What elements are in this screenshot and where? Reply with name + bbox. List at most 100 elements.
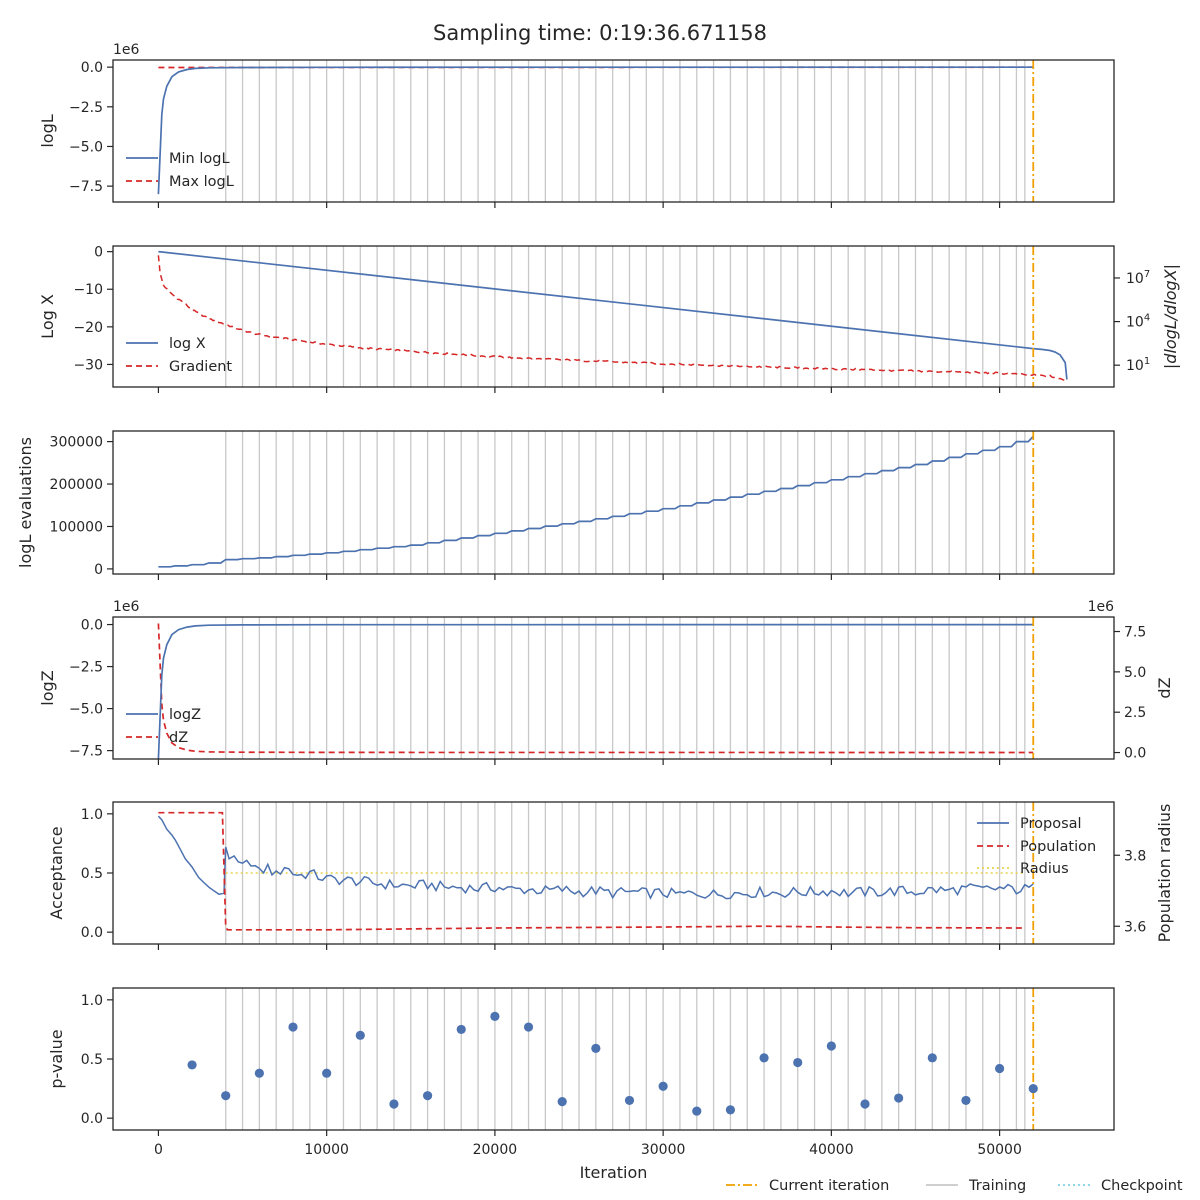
- legend-label: Max logL: [169, 174, 234, 190]
- x-tick-label: 30000: [641, 1142, 686, 1158]
- y-axis-label: p-value: [47, 1029, 66, 1088]
- y-tick-label: −2.5: [69, 100, 103, 116]
- y-tick-label: 100000: [50, 519, 103, 535]
- y-tick-label: 0: [94, 245, 103, 261]
- data-point: [658, 1081, 668, 1091]
- y-right-tick-label: 0.0: [1124, 746, 1146, 762]
- data-point: [624, 1095, 635, 1106]
- y-right-tick-label: 7.5: [1124, 625, 1146, 641]
- offset-text: 1e6: [113, 599, 140, 615]
- data-point: [288, 1022, 298, 1032]
- legend: Min logL Max logL: [126, 151, 234, 190]
- x-tick-label: 40000: [809, 1142, 854, 1158]
- legend-label: Gradient: [169, 359, 232, 375]
- data-point: [826, 1041, 836, 1051]
- data-point: [725, 1105, 736, 1115]
- y-tick-label: 300000: [50, 435, 103, 451]
- data-point: [995, 1063, 1005, 1074]
- y-tick-label: −10: [73, 282, 103, 298]
- y-right-tick-exponent: 7: [1144, 269, 1150, 280]
- offset-text: 1e6: [113, 42, 140, 58]
- y-tick-label: 1.0: [81, 807, 103, 823]
- y-right-tick-label: 5.0: [1124, 665, 1146, 681]
- legend-label: Population: [1020, 839, 1096, 855]
- series-line-logz: [157, 623, 1034, 760]
- data-point: [456, 1024, 466, 1035]
- legend: Proposal Population Radius: [977, 816, 1096, 877]
- data-point: [894, 1093, 904, 1103]
- offset-text-right: 1e6: [1088, 599, 1115, 615]
- data-point: [557, 1097, 567, 1107]
- y-axis-right-label: dZ: [1155, 677, 1174, 698]
- y-tick-label: −7.5: [69, 179, 103, 195]
- x-tick-label: 50000: [977, 1142, 1022, 1158]
- x-tick-label: 0: [154, 1142, 163, 1158]
- data-point: [1028, 1083, 1038, 1094]
- y-right-tick-exponent: 4: [1144, 313, 1150, 324]
- data-point: [961, 1095, 971, 1106]
- y-axis-label: Log X: [38, 294, 57, 339]
- x-tick-label: 20000: [473, 1142, 518, 1158]
- legend: logZ dZ: [126, 707, 201, 746]
- data-point: [423, 1091, 433, 1101]
- data-point: [523, 1022, 534, 1032]
- panel-logl-evaluations: 0 100000 200000 300000 logL evaluations: [16, 430, 1115, 580]
- series-line-proposal: [157, 815, 1034, 900]
- y-axis-label: logL evaluations: [16, 437, 35, 568]
- data-point: [355, 1030, 365, 1040]
- series-line-min-logl: [157, 66, 1034, 195]
- data-point: [759, 1053, 769, 1063]
- y-tick-label: 0.0: [81, 1111, 103, 1127]
- legend-label: Proposal: [1020, 816, 1082, 832]
- y-axis-right-label: Population radius: [1155, 804, 1174, 943]
- panel-p-value: 0.0 0.5 1.0 p-value 0 10000 20000 30000 40000 500…: [47, 987, 1115, 1182]
- y-tick-label: 200000: [50, 477, 103, 493]
- data-point: [692, 1106, 702, 1116]
- data-point: [322, 1068, 332, 1078]
- y-tick-label: −7.5: [69, 744, 103, 760]
- figure-legend-label: Checkpoint: [1101, 1178, 1183, 1194]
- y-axis-label: Acceptance: [47, 826, 66, 919]
- legend-label: dZ: [169, 730, 188, 746]
- legend-label: Min logL: [169, 151, 230, 167]
- panel-logz: 0.0 −2.5 −5.0 −7.5 0.0 2.5 5.0 7.5 logZ dZ 1e6 1e6 l…: [38, 599, 1174, 765]
- legend-label: Radius: [1020, 861, 1069, 877]
- data-point: [187, 1060, 197, 1070]
- panel-acceptance: 0.0 0.5 1.0 3.6 3.8 Acceptance Population radi…: [47, 801, 1174, 950]
- y-tick-label: −5.0: [69, 139, 103, 155]
- y-tick-label: −2.5: [69, 660, 103, 676]
- y-right-tick-label: 3.8: [1124, 848, 1146, 864]
- data-point: [490, 1011, 500, 1022]
- y-tick-label: 0.5: [81, 1052, 103, 1068]
- y-tick-label: 0.0: [81, 60, 103, 76]
- data-point: [927, 1053, 937, 1063]
- series-line-log-x: [158, 250, 1068, 380]
- y-right-tick-exponent: 1: [1144, 356, 1150, 367]
- y-tick-label: 0.0: [81, 925, 103, 941]
- figure-title: Sampling time: 0:19:36.671158: [433, 21, 767, 45]
- series-line-gradient: [157, 255, 1068, 383]
- legend-label: logZ: [169, 707, 201, 723]
- y-axis-right-label: |dlogL/dlogX|: [1161, 264, 1180, 369]
- y-tick-label: 1.0: [81, 993, 103, 1009]
- data-point: [860, 1099, 870, 1109]
- y-tick-label: 0.5: [81, 866, 103, 882]
- axes-frame: [112, 616, 1115, 760]
- y-tick-label: −5.0: [69, 702, 103, 718]
- y-tick-label: 0.0: [81, 618, 103, 634]
- y-tick-label: −30: [73, 357, 103, 373]
- data-point: [793, 1057, 803, 1068]
- figure-legend: Current iteration Training Checkpoint: [726, 1178, 1183, 1194]
- series-line-population: [158, 811, 1025, 931]
- panel-logl: 0.0 −2.5 −5.0 −7.5 logL 1e6 Min logL Max logL: [38, 42, 1115, 208]
- axes-frame: [112, 245, 1115, 388]
- legend: log X Gradient: [126, 336, 232, 375]
- legend-label: log X: [169, 336, 206, 352]
- series-line-evaluations: [158, 435, 1034, 568]
- data-point: [221, 1091, 231, 1101]
- x-tick-label: 10000: [304, 1142, 349, 1158]
- y-tick-label: 0: [94, 562, 103, 578]
- y-axis-label: logL: [38, 114, 57, 147]
